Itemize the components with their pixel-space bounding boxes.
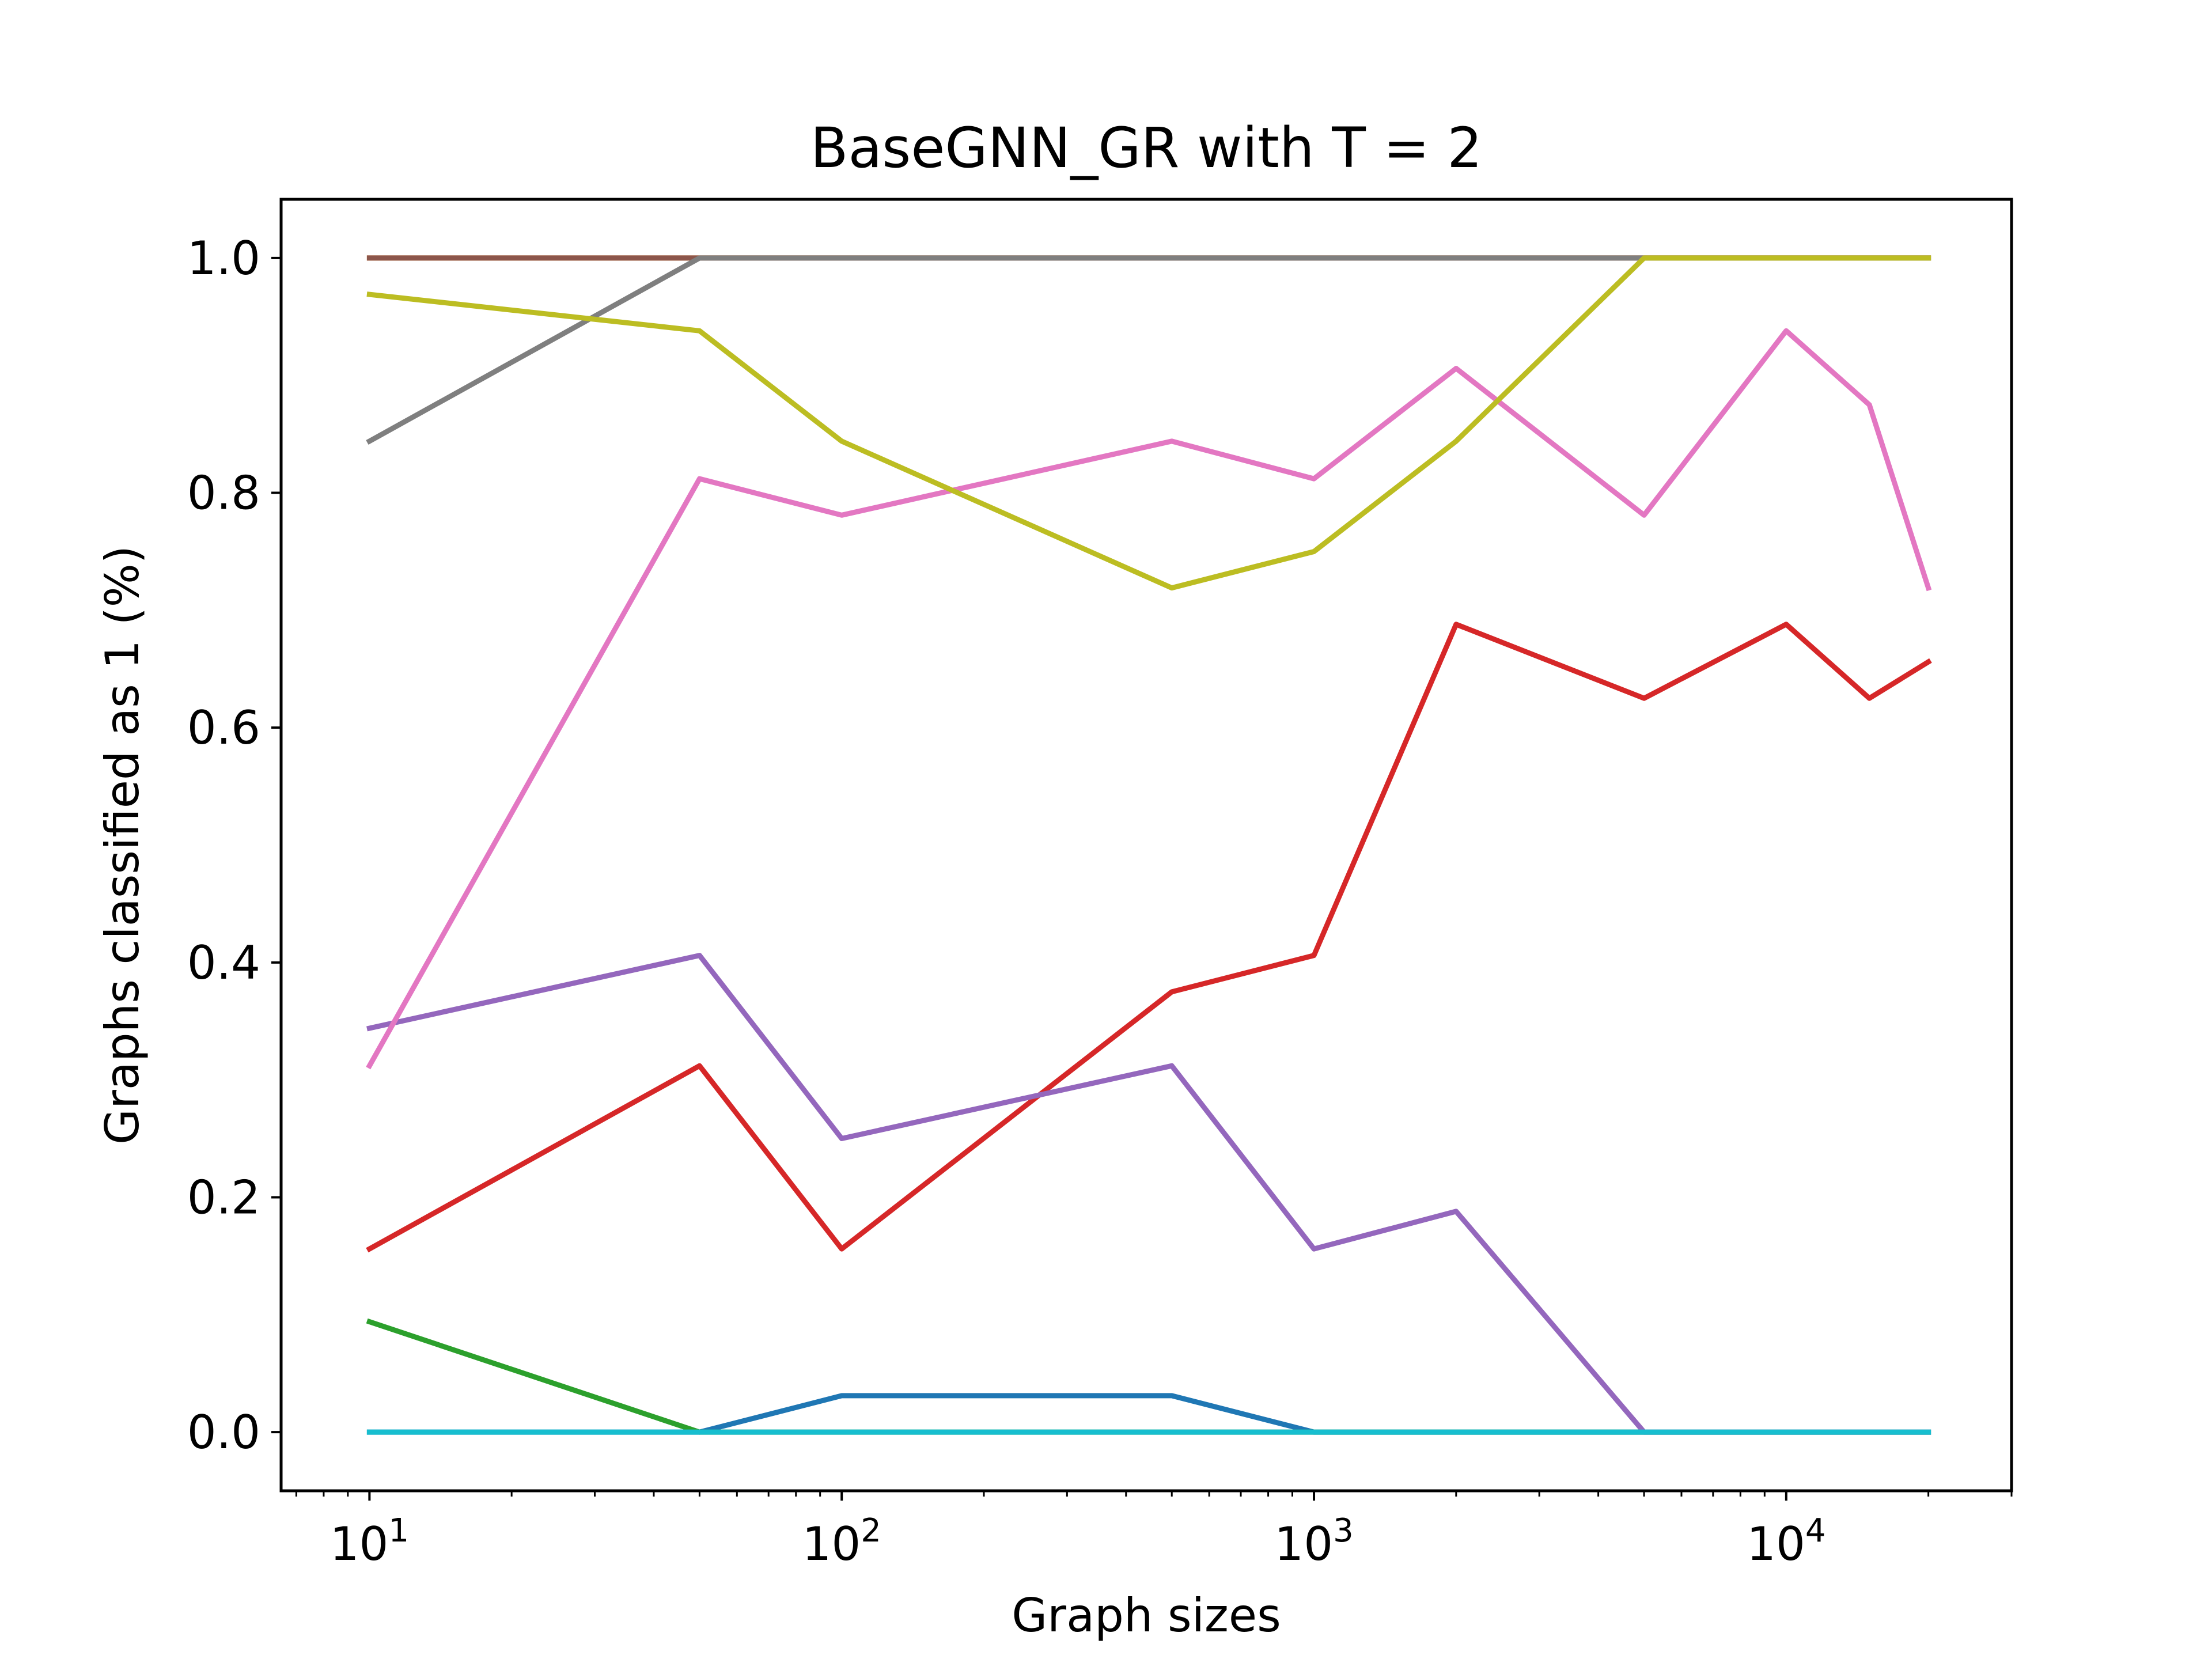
x-axis-label: Graph sizes <box>1012 1589 1281 1642</box>
y-tick-label: 0.8 <box>187 467 260 520</box>
plot-area-frame <box>279 198 2013 1493</box>
x-tick-label: 101 <box>330 1512 409 1571</box>
series-layer <box>366 255 1932 1435</box>
y-tick-label: 0.4 <box>187 936 260 990</box>
y-tick-label: 0.2 <box>187 1171 260 1224</box>
x-tick-label: 104 <box>1747 1512 1825 1571</box>
series-line-7 <box>366 328 1932 1070</box>
x-tick-label: 102 <box>802 1512 881 1571</box>
y-tick-label: 0.0 <box>187 1406 260 1459</box>
y-axis-ticks: 0.0 0.2 0.4 0.6 0.8 1.0 <box>187 232 281 1459</box>
y-axis-label: Graphs classified as 1 (%) <box>96 546 149 1145</box>
x-tick-label: 103 <box>1274 1512 1353 1571</box>
chart-title: BaseGNN_GR with T = 2 <box>810 116 1483 180</box>
x-axis-ticks: 101 102 103 104 <box>295 1491 2013 1571</box>
y-tick-label: 0.6 <box>187 701 260 755</box>
series-line-4 <box>366 622 1932 1253</box>
series-line-9 <box>366 255 1931 591</box>
y-tick-label: 1.0 <box>187 232 260 285</box>
